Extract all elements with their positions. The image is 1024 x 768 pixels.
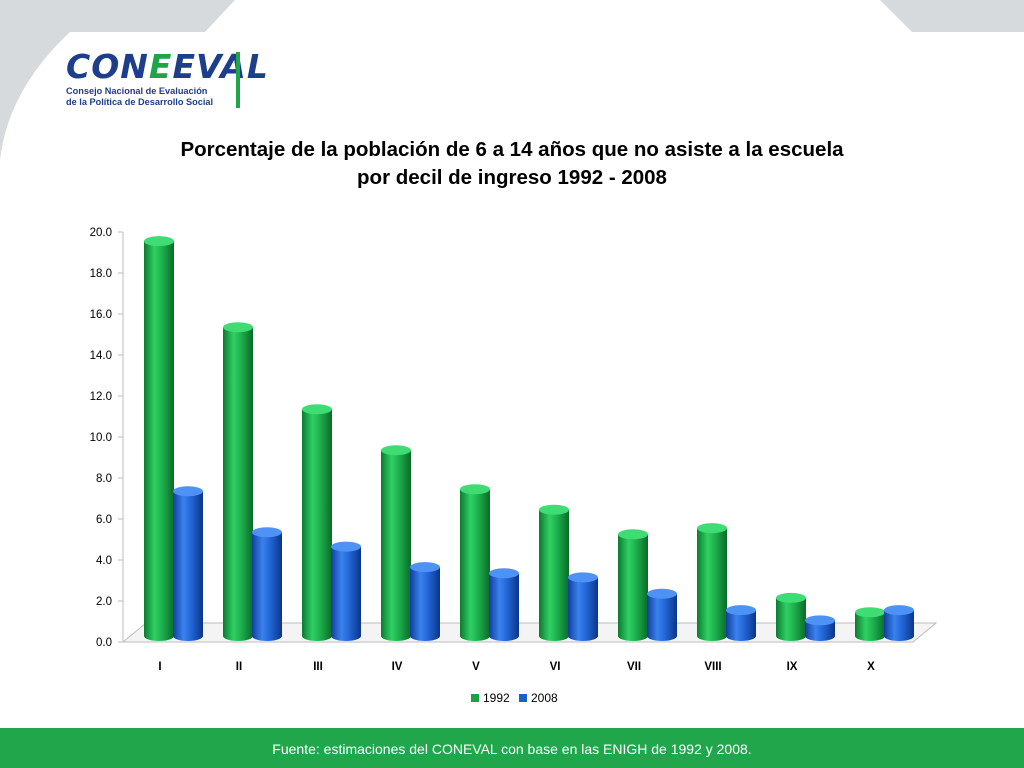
x-tick-label: X xyxy=(867,661,875,673)
x-tick-label: IV xyxy=(392,661,403,673)
x-tick-label: II xyxy=(236,661,242,673)
bar-2008-IX xyxy=(805,620,835,641)
bar-1992-IV xyxy=(381,450,411,641)
bar-1992-IX xyxy=(776,597,806,641)
legend-label-2008: 2008 xyxy=(531,691,558,705)
bar-1992-X xyxy=(855,612,885,641)
bar-cap-1992-V xyxy=(460,484,490,495)
logo-wordmark: CONEEVAL xyxy=(66,47,268,86)
y-tick-label: 4.0 xyxy=(96,555,112,567)
x-tick-label: III xyxy=(313,661,323,673)
bar-cap-2008-IV xyxy=(410,562,440,573)
y-tick-label: 18.0 xyxy=(90,268,112,280)
x-tick-label: VIII xyxy=(704,661,721,673)
x-tick-label: VI xyxy=(550,661,561,673)
y-tick-label: 10.0 xyxy=(90,432,112,444)
y-tick-label: 2.0 xyxy=(96,596,112,608)
y-tick-label: 0.0 xyxy=(96,637,112,649)
legend-swatch-1992 xyxy=(471,694,479,702)
bar-2008-VIII xyxy=(726,610,756,641)
bar-cap-1992-II xyxy=(223,322,253,333)
bar-1992-VI xyxy=(539,509,569,641)
bar-cap-2008-IX xyxy=(805,615,835,626)
bar-2008-VI xyxy=(568,577,598,641)
bar-2008-I xyxy=(173,491,203,641)
chart-title: Porcentaje de la población de 6 a 14 año… xyxy=(100,136,924,192)
y-tick-label: 8.0 xyxy=(96,473,112,485)
x-tick-label: IX xyxy=(787,661,798,673)
bar-cap-1992-X xyxy=(855,607,885,618)
y-tick-label: 14.0 xyxy=(90,350,112,362)
bar-cap-2008-VII xyxy=(647,588,677,599)
bar-1992-VIII xyxy=(697,528,727,641)
bar-cap-2008-II xyxy=(252,527,282,538)
legend-swatch-2008 xyxy=(519,694,527,702)
y-tick-label: 16.0 xyxy=(90,309,112,321)
x-tick-label: V xyxy=(472,661,480,673)
logo-subtitle-line2: de la Política de Desarrollo Social xyxy=(66,97,214,107)
footer-bar: Fuente: estimaciones del CONEVAL con bas… xyxy=(0,728,1024,768)
logo-word-part1: CON xyxy=(66,47,149,86)
chart-title-line2: por decil de ingreso 1992 - 2008 xyxy=(357,166,667,189)
legend-label-1992: 1992 xyxy=(483,691,510,705)
bar-2008-II xyxy=(252,532,282,641)
bar-cap-2008-VIII xyxy=(726,605,756,616)
bar-2008-III xyxy=(331,546,361,641)
bar-cap-1992-I xyxy=(144,236,174,247)
bar-cap-2008-I xyxy=(173,486,203,497)
logo-subtitle: Consejo Nacional de Evaluación de la Pol… xyxy=(66,86,256,108)
bar-cap-2008-VI xyxy=(568,572,598,583)
bar-cap-1992-VII xyxy=(618,529,648,540)
bar-1992-III xyxy=(302,409,332,641)
bar-cap-2008-V xyxy=(489,568,519,579)
logo-subtitle-line1: Consejo Nacional de Evaluación xyxy=(66,86,208,96)
bar-cap-2008-III xyxy=(331,541,361,552)
bar-cap-1992-IX xyxy=(776,592,806,603)
coneval-logo: CONEEVAL Consejo Nacional de Evaluación … xyxy=(66,47,268,108)
bar-2008-IV xyxy=(410,567,440,641)
logo-word-part2: EVAL xyxy=(172,47,269,86)
y-tick-label: 20.0 xyxy=(90,227,112,239)
x-tick-label: I xyxy=(158,661,161,673)
y-tick-label: 6.0 xyxy=(96,514,112,526)
bar-1992-I xyxy=(144,241,174,641)
bar-cap-1992-IV xyxy=(381,445,411,456)
logo-word-highlight: E xyxy=(148,47,173,86)
bar-cap-2008-X xyxy=(884,605,914,616)
logo-divider xyxy=(236,52,240,108)
bar-2008-VII xyxy=(647,593,677,641)
bar-cap-1992-VI xyxy=(539,504,569,515)
x-tick-label: VII xyxy=(627,661,641,673)
bar-cap-1992-III xyxy=(302,404,332,415)
chart-title-line1: Porcentaje de la población de 6 a 14 año… xyxy=(180,138,844,161)
bar-2008-X xyxy=(884,610,914,641)
bar-1992-VII xyxy=(618,534,648,641)
bar-cap-1992-VIII xyxy=(697,523,727,534)
bar-2008-V xyxy=(489,573,519,641)
bar-1992-V xyxy=(460,489,490,641)
bar-chart: 0.0 2.0 4.0 6.0 8.0 10.0 12.0 14.0 16.0 18.0 20.0 I… xyxy=(90,227,938,705)
y-tick-label: 12.0 xyxy=(90,391,112,403)
source-note: Fuente: estimaciones del CONEVAL con bas… xyxy=(272,741,752,757)
bar-1992-II xyxy=(223,327,253,641)
